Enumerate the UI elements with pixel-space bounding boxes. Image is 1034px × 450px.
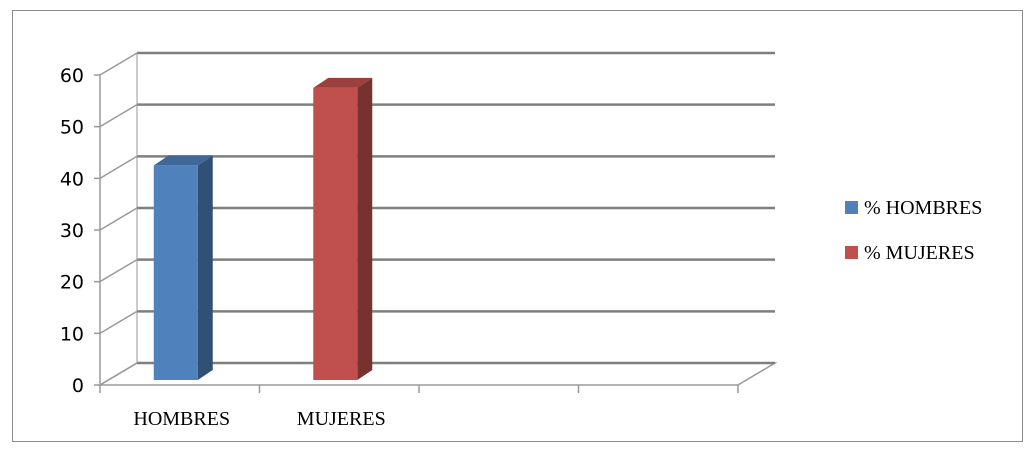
y-tick-label: 40	[60, 168, 84, 190]
legend-entry: % HOMBRES	[845, 197, 982, 219]
y-tick-labels: 0 10 20 30 40 50 60	[60, 65, 84, 397]
bar-top-face	[313, 77, 373, 88]
gridline-side	[99, 362, 138, 386]
bar	[313, 77, 373, 381]
x-category-label: MUJERES	[297, 408, 386, 430]
gridline-side	[99, 104, 138, 128]
legend-entry: % MUJERES	[845, 242, 975, 264]
gridlines	[99, 51, 775, 386]
legend-label: % HOMBRES	[864, 197, 982, 219]
gridline-side	[99, 155, 138, 179]
x-category-labels: HOMBRES MUJERES	[133, 408, 385, 430]
bars	[153, 77, 373, 381]
gridline-side	[99, 52, 138, 76]
gridline-side	[99, 207, 138, 231]
bar-top-face	[153, 155, 213, 166]
legend: % HOMBRES % MUJERES	[845, 197, 982, 264]
y-tick-label: 10	[60, 323, 84, 345]
gridline-side	[99, 310, 138, 334]
y-tick-label: 30	[60, 220, 84, 242]
legend-swatch	[845, 246, 858, 259]
bar-side-face	[357, 77, 373, 381]
y-tick-label: 60	[60, 65, 84, 87]
gridline-side	[99, 259, 138, 283]
legend-swatch	[845, 201, 858, 214]
bar-side-face	[197, 155, 213, 380]
y-tick-label: 50	[60, 117, 84, 139]
bar-front-face	[153, 165, 198, 380]
y-tick-label: 0	[72, 375, 84, 397]
x-category-label: HOMBRES	[133, 408, 230, 430]
bar	[153, 155, 213, 380]
axes	[94, 53, 739, 393]
legend-label: % MUJERES	[864, 242, 975, 264]
bar-front-face	[313, 87, 358, 381]
y-tick-label: 20	[60, 272, 84, 294]
